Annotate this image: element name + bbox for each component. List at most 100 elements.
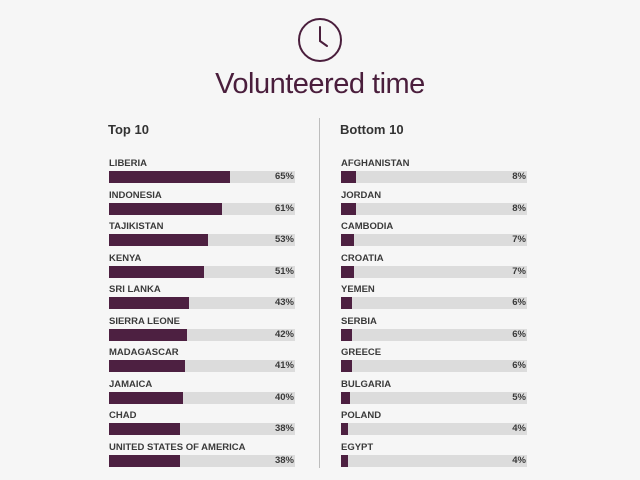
bar-label: JORDAN — [341, 189, 382, 201]
bar-value-label: 7% — [512, 234, 526, 245]
bar-row: YEMEN 6% — [340, 284, 540, 316]
bar-value-label: 61% — [274, 202, 294, 214]
bar-value-label: 6% — [512, 360, 526, 371]
bar-value-label: 38% — [274, 454, 294, 466]
bar-row: CHAD 38% — [108, 410, 308, 442]
bar-label: SIERRA LEONE — [109, 315, 180, 327]
bar — [341, 202, 356, 215]
bar-label: YEMEN — [341, 284, 375, 295]
bar-track: 38% — [109, 454, 295, 467]
bar-value-label: 8% — [512, 171, 526, 182]
bar-label: TAJIKISTAN — [109, 221, 164, 232]
bar-label: CAMBODIA — [341, 221, 394, 232]
bar-label: EGYPT — [341, 441, 374, 453]
bar-label: INDONESIA — [109, 189, 162, 201]
bar-track: 7% — [341, 234, 527, 246]
bar-label: GREECE — [341, 347, 382, 358]
bar — [341, 171, 356, 183]
bar — [341, 234, 355, 246]
bar — [109, 423, 180, 435]
bar-track: 6% — [341, 360, 527, 372]
bar-row: LIBERIA 65% — [108, 158, 308, 190]
bar-row: SRI LANKA 43% — [108, 284, 308, 316]
bar-value-label: 5% — [512, 391, 526, 403]
bar-row: EGYPT 4% — [340, 442, 540, 474]
bar-label: AFGHANISTAN — [341, 158, 410, 169]
bar-track: 4% — [341, 423, 527, 435]
bar — [109, 297, 189, 309]
bar — [109, 234, 208, 246]
chart-title: Volunteered time — [215, 68, 425, 100]
bar-row: INDONESIA 61% — [108, 190, 308, 222]
column-divider — [319, 118, 320, 468]
bottom-10-rows: AFGHANISTAN 8% JORDAN 8% CAMBODIA 7% CROATIA 7%… — [340, 158, 540, 473]
bar-label: JAMAICA — [109, 378, 153, 390]
bar — [109, 454, 180, 467]
bar-value-label: 53% — [274, 234, 294, 245]
clock-icon — [298, 18, 342, 62]
bar-row: GREECE 6% — [340, 347, 540, 379]
bar-row: JORDAN 8% — [340, 190, 540, 222]
bar-row: AFGHANISTAN 8% — [340, 158, 540, 190]
bar-track: 40% — [109, 391, 295, 404]
bar-value-label: 7% — [512, 265, 526, 277]
top-10-heading: Top 10 — [108, 122, 149, 137]
bar-label: BULGARIA — [341, 378, 392, 390]
bar-row: SERBIA 6% — [340, 316, 540, 348]
bar-row: BULGARIA 5% — [340, 379, 540, 411]
bar-track: 6% — [341, 328, 527, 341]
bar-value-label: 41% — [274, 360, 294, 371]
bar-value-label: 6% — [512, 297, 526, 308]
bar — [109, 391, 184, 404]
bar-value-label: 42% — [274, 328, 294, 340]
bar-track: 53% — [109, 234, 295, 246]
bar-label: CHAD — [109, 410, 137, 421]
bottom-10-heading: Bottom 10 — [340, 122, 404, 137]
bar-value-label: 65% — [274, 171, 294, 182]
bar-row: POLAND 4% — [340, 410, 540, 442]
bar-row: MADAGASCAR 41% — [108, 347, 308, 379]
bar — [341, 328, 353, 341]
bar-track: 43% — [109, 297, 295, 309]
bar-track: 42% — [109, 328, 295, 341]
bar-value-label: 38% — [274, 423, 294, 434]
bar-label: UNITED STATES OF AMERICA — [109, 441, 246, 453]
bar — [109, 171, 230, 183]
bar-track: 7% — [341, 265, 527, 278]
bar-label: LIBERIA — [109, 158, 147, 169]
bar-label: POLAND — [341, 410, 382, 421]
bar-value-label: 8% — [512, 202, 526, 214]
bar-row: CAMBODIA 7% — [340, 221, 540, 253]
bar-track: 65% — [109, 171, 295, 183]
bar-value-label: 51% — [274, 265, 294, 277]
bar-track: 4% — [341, 454, 527, 467]
bar — [341, 454, 349, 467]
bar — [341, 360, 353, 372]
bar-row: UNITED STATES OF AMERICA 38% — [108, 442, 308, 474]
bar-row: SIERRA LEONE 42% — [108, 316, 308, 348]
bar-value-label: 6% — [512, 328, 526, 340]
bar-row: JAMAICA 40% — [108, 379, 308, 411]
bar — [341, 297, 353, 309]
bar-label: CROATIA — [341, 252, 384, 264]
top-10-rows: LIBERIA 65% INDONESIA 61% TAJIKISTAN 53% KENYA… — [108, 158, 308, 473]
bar-row: CROATIA 7% — [340, 253, 540, 285]
bar — [109, 328, 188, 341]
bar-track: 41% — [109, 360, 295, 372]
bar-value-label: 4% — [512, 423, 526, 434]
bar-value-label: 40% — [274, 391, 294, 403]
bar-label: MADAGASCAR — [109, 347, 179, 358]
bar — [109, 265, 204, 278]
top-10-panel: Top 10 LIBERIA 65% INDONESIA 61% TAJIKISTAN 5… — [108, 122, 308, 473]
bar-label: KENYA — [109, 252, 142, 264]
bar-row: KENYA 51% — [108, 253, 308, 285]
bar-track: 8% — [341, 202, 527, 215]
bar-track: 5% — [341, 391, 527, 404]
bar-track: 6% — [341, 297, 527, 309]
bar — [109, 202, 223, 215]
bar-track: 8% — [341, 171, 527, 183]
bar-track: 61% — [109, 202, 295, 215]
bar — [341, 391, 351, 404]
bar-track: 38% — [109, 423, 295, 435]
bar-track: 51% — [109, 265, 295, 278]
